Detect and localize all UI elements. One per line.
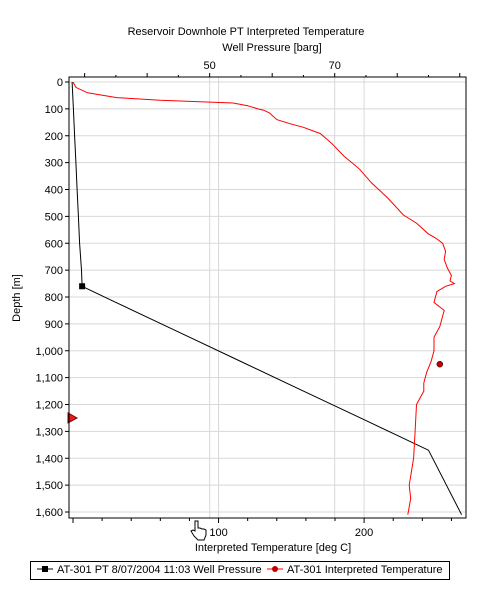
chart-title: Reservoir Downhole PT Interpreted Temper… [128, 26, 365, 38]
legend-label-temperature: AT-301 Interpreted Temperature [287, 564, 443, 576]
black-square-marker-icon [37, 564, 53, 576]
y-tick-label: 700 [45, 265, 63, 277]
y-tick-label: 1,600 [35, 507, 63, 519]
legend-item-temperature: AT-301 Interpreted Temperature [267, 564, 443, 576]
x-top-tick-label: 50 [204, 60, 216, 72]
pressure-marker [79, 283, 86, 290]
red-triangle-marker [67, 412, 79, 424]
x-bottom-tick-label: 100 [209, 527, 227, 539]
hand-pointer-icon [190, 520, 207, 541]
y-tick-label: 1,400 [35, 453, 63, 465]
y-tick-label: 900 [45, 319, 63, 331]
y-tick-label: 400 [45, 185, 63, 197]
legend-label-pressure: AT-301 PT 8/07/2004 11:03 Well Pressure [57, 564, 262, 576]
red-circle-marker-icon [267, 564, 283, 576]
top-axis-label: Well Pressure [barg] [222, 42, 321, 54]
axis-ticks: 0 100 200 300 400 500 600 700 800 900 1,000 1,100 1,… [35, 60, 461, 539]
temperature-marker [436, 360, 444, 368]
y-tick-label: 1,500 [35, 480, 63, 492]
y-tick-label: 1,000 [35, 346, 63, 358]
x-axis-label: Interpreted Temperature [deg C] [195, 542, 351, 554]
legend-item-pressure: AT-301 PT 8/07/2004 11:03 Well Pressure [37, 564, 262, 576]
y-tick-label: 500 [45, 211, 63, 223]
y-axis-label: Depth [m] [11, 274, 23, 322]
y-tick-label: 300 [45, 158, 63, 170]
y-tick-label: 100 [45, 104, 63, 116]
legend: AT-301 PT 8/07/2004 11:03 Well Pressure … [30, 561, 450, 580]
pressure-line [71, 81, 463, 515]
y-tick-label: 1,300 [35, 426, 63, 438]
x-bottom-tick-label: 200 [355, 527, 373, 539]
grid [69, 77, 466, 518]
temperature-line [72, 81, 456, 515]
plot-frame [68, 76, 467, 519]
x-top-tick-label: 70 [329, 60, 341, 72]
y-tick-label: 200 [45, 131, 63, 143]
series-layer [67, 81, 463, 515]
y-tick-label: 600 [45, 238, 63, 250]
y-tick-label: 0 [57, 77, 63, 89]
y-tick-label: 1,100 [35, 373, 63, 385]
y-tick-label: 1,200 [35, 400, 63, 412]
y-tick-label: 800 [45, 292, 63, 304]
